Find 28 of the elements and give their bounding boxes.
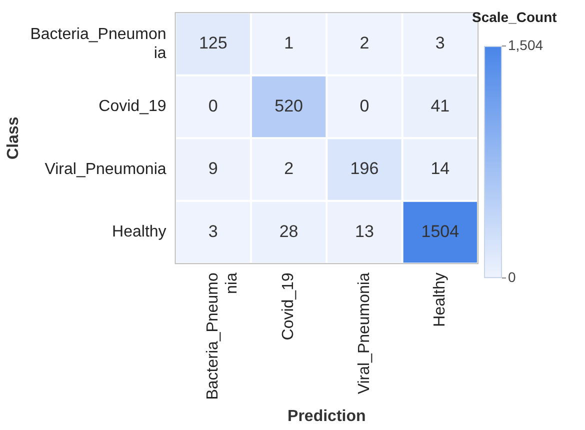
y-axis-title: Class [5,116,22,160]
data-label: 9 [208,159,218,178]
x-tick-label: Covid_19 [280,272,298,340]
color-bar-title: Scale_Count [472,8,558,25]
data-label: 196 [350,159,379,178]
y-tick-label: Healthy [112,224,166,241]
x-tick-label: Viral_Pneumonia [356,272,373,394]
data-label: 13 [355,222,374,241]
data-label: 14 [430,159,450,178]
data-label: 2 [284,159,294,178]
y-tick-label: Covid_19 [98,98,166,116]
y-tick-label: Viral_Pneumonia [44,160,166,178]
data-label: 520 [274,96,303,116]
data-label: 3 [208,222,218,241]
y-tick-label: Bacteria_Pneumonia [30,26,166,62]
data-label: 1 [284,34,294,53]
x-tick-label: Healthy [432,272,449,327]
x-axis-title: Prediction [288,408,366,425]
data-label: 1504 [421,222,460,241]
data-label: 41 [430,96,450,116]
data-label: 0 [360,96,370,116]
color-bar-label: 1,504 [508,36,544,53]
data-label: 2 [360,34,370,53]
color-bar-label: 0 [508,268,516,285]
data-label: 28 [279,222,298,241]
data-label: 3 [435,34,445,53]
data-label: 0 [208,96,218,116]
data-label: 125 [198,34,228,53]
